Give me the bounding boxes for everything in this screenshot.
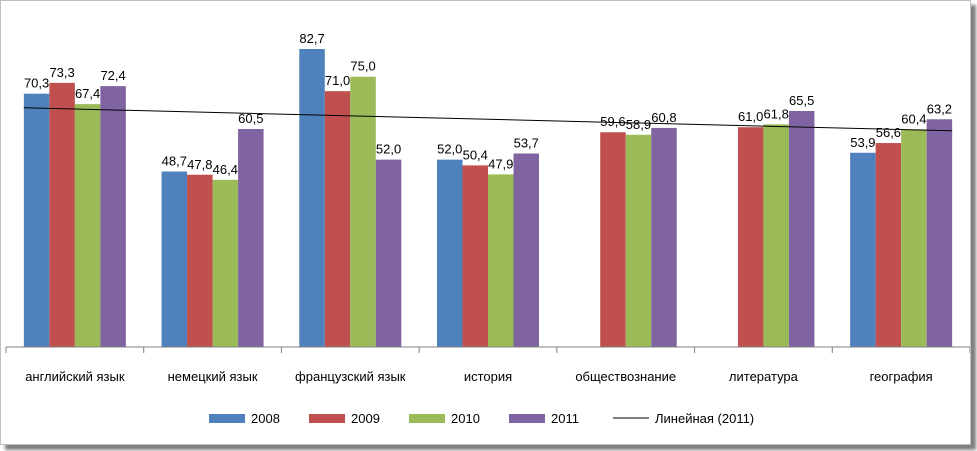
bar-2011-7 xyxy=(926,119,953,347)
data-label-2008-4: 52,0 xyxy=(437,142,462,157)
data-label-2010-3: 75,0 xyxy=(350,59,375,74)
data-label-2011-5: 60,8 xyxy=(651,110,676,125)
legend-label-trendline: Линейная (2011) xyxy=(655,411,754,426)
data-label-2011-3: 52,0 xyxy=(376,142,401,157)
data-label-2010-5: 58,9 xyxy=(626,117,651,132)
x-tick-label: немецкий язык xyxy=(168,369,258,384)
legend-swatch-2009 xyxy=(309,414,345,423)
data-labels-layer: 70,3 48,7 82,7 52,0 53,9 73,3 47,8 71,0 50,4 59,6… xyxy=(24,31,952,177)
bar-2010-5 xyxy=(625,134,652,347)
data-label-2009-6: 61,0 xyxy=(738,109,763,124)
bar-2008-7 xyxy=(850,152,876,347)
x-axis: английский язык немецкий язык французский … xyxy=(5,346,971,384)
bar-2010-2 xyxy=(212,179,239,347)
bar-2011-4 xyxy=(513,153,539,347)
data-label-2009-3: 71,0 xyxy=(325,73,350,88)
data-label-2010-2: 46,4 xyxy=(213,162,238,177)
data-label-2008-1: 70,3 xyxy=(24,76,49,91)
data-label-2011-2: 60,5 xyxy=(238,111,263,126)
bar-2010-1 xyxy=(74,104,101,347)
bar-2011-6 xyxy=(788,110,815,347)
data-label-2009-1: 73,3 xyxy=(49,65,74,80)
bar-2008-4 xyxy=(437,159,463,347)
data-label-2008-7: 53,9 xyxy=(850,135,875,150)
x-tick-label: география xyxy=(870,369,933,384)
bar-2009-2 xyxy=(187,174,213,347)
data-label-2009-7: 56,6 xyxy=(876,125,901,140)
data-label-2009-4: 50,4 xyxy=(463,147,488,162)
bar-chart: 70,3 48,7 82,7 52,0 53,9 73,3 47,8 71,0 50,4 59,6… xyxy=(5,31,971,426)
data-label-2010-4: 47,9 xyxy=(488,156,513,171)
legend-label-2008: 2008 xyxy=(251,411,280,426)
data-label-2010-6: 61,8 xyxy=(764,106,789,121)
x-tick-label: французский язык xyxy=(295,369,406,384)
data-label-2010-1: 67,4 xyxy=(75,86,100,101)
bar-2011-2 xyxy=(238,128,264,347)
bar-2010-3 xyxy=(350,76,376,348)
bar-2011-3 xyxy=(375,159,402,347)
data-label-2008-3: 82,7 xyxy=(299,31,324,46)
bar-2009-6 xyxy=(737,127,764,347)
bar-2009-1 xyxy=(49,82,75,347)
bar-2009-3 xyxy=(324,91,351,348)
bar-2008-2 xyxy=(161,171,188,347)
data-label-2010-7: 60,4 xyxy=(901,111,926,126)
data-label-2008-2: 48,7 xyxy=(162,154,187,169)
data-label-2011-4: 53,7 xyxy=(514,135,539,150)
trendline-layer xyxy=(23,107,953,132)
bars-layer xyxy=(23,49,953,348)
bar-2008-1 xyxy=(23,93,50,348)
x-tick-label: обществознание xyxy=(575,369,676,384)
data-label-2011-7: 63,2 xyxy=(927,101,952,116)
data-label-2009-2: 47,8 xyxy=(187,157,212,172)
bar-2010-7 xyxy=(901,129,927,347)
bar-2009-5 xyxy=(600,132,626,347)
data-label-2011-1: 72,4 xyxy=(100,68,125,83)
bar-2010-4 xyxy=(488,174,514,347)
data-label-2009-5: 59,6 xyxy=(600,114,625,129)
bar-2011-1 xyxy=(100,86,126,348)
legend-swatch-2008 xyxy=(209,414,245,423)
x-tick-label: английский язык xyxy=(25,369,125,384)
legend: 2008 2009 2010 2011 Линейная (2011) xyxy=(209,411,754,426)
legend-swatch-2010 xyxy=(409,414,445,423)
x-tick-label: история xyxy=(464,369,512,384)
trendline-2011 xyxy=(23,107,953,132)
bar-2008-3 xyxy=(299,49,325,347)
legend-label-2009: 2009 xyxy=(351,411,380,426)
legend-swatch-2011 xyxy=(509,414,545,423)
legend-label-2010: 2010 xyxy=(451,411,480,426)
data-label-2011-6: 65,5 xyxy=(789,93,814,108)
x-tick-label: литература xyxy=(729,369,799,384)
bar-2011-5 xyxy=(651,127,677,347)
bar-2010-6 xyxy=(763,124,789,347)
legend-label-2011: 2011 xyxy=(551,411,579,426)
bar-2009-4 xyxy=(462,165,488,347)
bar-2009-7 xyxy=(875,143,902,347)
